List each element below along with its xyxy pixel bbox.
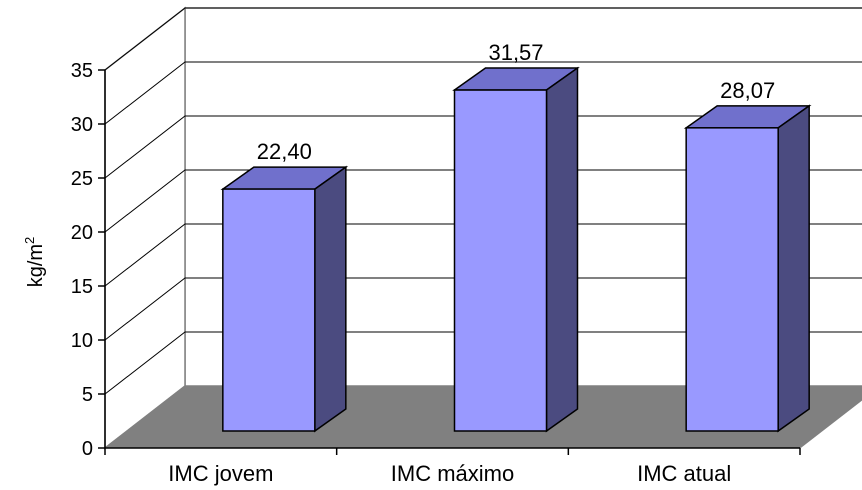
gridlines (104, 7, 862, 395)
bar (452, 66, 580, 433)
x-category-label: IMC máximo (391, 461, 514, 486)
bar-front-face (453, 89, 548, 432)
x-category-label: IMC jovem (168, 461, 273, 486)
gridline (104, 115, 862, 179)
bar-side-face (777, 104, 810, 433)
bar (220, 165, 349, 433)
y-tick-label: 10 (71, 330, 93, 352)
y-tick-label: 15 (71, 276, 93, 298)
gridline (104, 223, 862, 287)
bar (683, 104, 812, 433)
y-tick-label: 30 (71, 114, 93, 136)
side-wall (104, 6, 186, 450)
y-tick-label: 5 (82, 384, 93, 406)
y-tick-label: 35 (71, 60, 93, 82)
axes: 0 5 10 15 20 25 30 35 (71, 60, 801, 460)
bar-front-face (222, 188, 316, 432)
labels: 22,40 IMC jovem 31,57 IMC máximo 28,07 IMC at… (168, 40, 775, 486)
gridline (104, 331, 862, 395)
gridline (104, 61, 862, 125)
gridline (104, 169, 862, 233)
y-tick-label: 20 (71, 222, 93, 244)
gridline (104, 7, 862, 71)
bar-front-face (685, 127, 779, 432)
bar-side-face (314, 165, 347, 433)
y-tick-label: 25 (71, 168, 93, 190)
x-category-label: IMC atual (637, 461, 731, 486)
bar-side-face (545, 66, 579, 433)
y-tick-label: 0 (82, 438, 93, 460)
data-label: 31,57 (488, 40, 543, 65)
data-label: 22,40 (257, 139, 312, 164)
gridline (104, 277, 862, 341)
y-axis-title: kg/m2 (22, 237, 47, 288)
bars (220, 66, 812, 433)
data-label: 28,07 (720, 78, 775, 103)
